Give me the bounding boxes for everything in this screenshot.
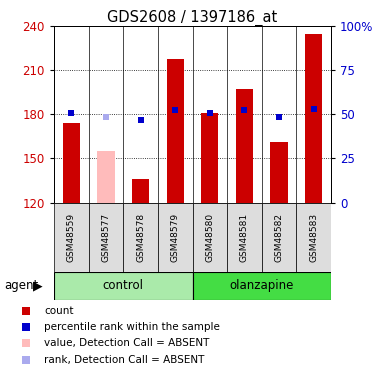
Bar — [305, 34, 323, 203]
Text: GDS2608 / 1397186_at: GDS2608 / 1397186_at — [107, 9, 278, 26]
Text: agent: agent — [4, 279, 38, 292]
Point — [23, 357, 29, 363]
Bar — [89, 202, 123, 272]
Bar — [201, 113, 219, 202]
Bar — [62, 123, 80, 202]
Point — [103, 114, 109, 120]
Text: count: count — [44, 306, 74, 316]
Bar — [158, 202, 192, 272]
Text: GSM48580: GSM48580 — [205, 213, 214, 262]
Point — [172, 107, 178, 113]
Point — [23, 324, 29, 330]
Point — [241, 107, 248, 113]
Text: GSM48579: GSM48579 — [171, 213, 180, 262]
Bar — [192, 272, 331, 300]
Text: GSM48583: GSM48583 — [309, 213, 318, 262]
Text: percentile rank within the sample: percentile rank within the sample — [44, 322, 220, 332]
Text: rank, Detection Call = ABSENT: rank, Detection Call = ABSENT — [44, 354, 205, 364]
Text: value, Detection Call = ABSENT: value, Detection Call = ABSENT — [44, 339, 210, 348]
Bar — [262, 202, 296, 272]
Point — [23, 340, 29, 346]
Point — [311, 105, 317, 111]
Bar — [167, 58, 184, 202]
Text: GSM48581: GSM48581 — [240, 213, 249, 262]
Bar — [236, 89, 253, 202]
Bar — [123, 202, 158, 272]
Point — [207, 110, 213, 116]
Bar — [132, 179, 149, 203]
Bar — [227, 202, 262, 272]
Point — [137, 117, 144, 123]
Point — [68, 110, 74, 116]
Bar — [271, 142, 288, 202]
Text: ▶: ▶ — [33, 279, 42, 292]
Text: control: control — [103, 279, 144, 292]
Text: GSM48578: GSM48578 — [136, 213, 145, 262]
Bar — [54, 272, 192, 300]
Text: GSM48582: GSM48582 — [275, 213, 284, 262]
Point — [23, 308, 29, 314]
Text: olanzapine: olanzapine — [229, 279, 294, 292]
Text: GSM48577: GSM48577 — [101, 213, 110, 262]
Bar — [97, 151, 115, 202]
Bar — [296, 202, 331, 272]
Bar — [54, 202, 89, 272]
Bar — [192, 202, 227, 272]
Point — [276, 114, 282, 120]
Text: GSM48559: GSM48559 — [67, 213, 76, 262]
